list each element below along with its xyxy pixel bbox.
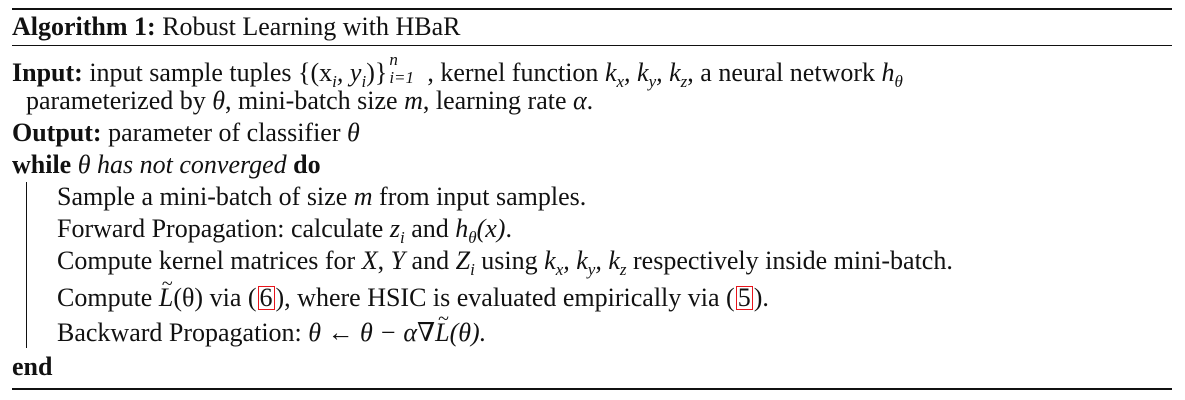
while-line: while θ has not converged do xyxy=(12,150,321,180)
network-text: , a neural network xyxy=(687,58,875,87)
input-line-2: parameterized by θ, mini-batch size m, l… xyxy=(26,86,594,115)
lr-text: , learning rate xyxy=(422,86,567,115)
l-tilde-2: L xyxy=(435,304,449,348)
loop-body-bar xyxy=(26,182,27,348)
algorithm-label: Algorithm 1: xyxy=(12,12,156,41)
caption-rule xyxy=(12,45,1172,47)
equation-ref-5[interactable]: 5 xyxy=(735,283,753,312)
step-3: Compute kernel matrices for X, Y and Zi … xyxy=(57,246,953,279)
step-4: Compute L(θ) via (6), where HSIC is eval… xyxy=(57,269,769,313)
end-keyword: end xyxy=(12,352,53,381)
network-expr: hθ xyxy=(881,58,903,91)
l-tilde: L xyxy=(159,269,173,313)
condition-theta: θ xyxy=(77,150,91,179)
while-keyword: while xyxy=(12,150,72,179)
output-theta: θ xyxy=(347,118,360,147)
step-1: Sample a mini-batch of size m from input… xyxy=(57,182,587,211)
batch-text: , mini-batch size xyxy=(225,86,398,115)
bottom-rule xyxy=(12,388,1172,390)
kernels-expr: kx, ky, kz xyxy=(604,58,688,91)
algorithm-title: Robust Learning with HBaR xyxy=(162,12,461,41)
output-line: Output: parameter of classifier θ xyxy=(12,118,360,148)
input-text: input sample tuples xyxy=(89,58,292,87)
step-2: Forward Propagation: calculate zi and hθ… xyxy=(57,214,512,247)
theta-symbol: θ xyxy=(212,86,226,115)
input-tuples-expr: {(xi, yi)} n i=1 xyxy=(298,50,415,91)
kernel-text: , kernel function xyxy=(427,58,599,87)
equation-ref-6[interactable]: 6 xyxy=(257,283,275,312)
param-text: parameterized by xyxy=(26,86,206,115)
loop-condition: has not converged xyxy=(97,150,287,179)
output-text: parameter of classifier xyxy=(108,118,341,147)
m-symbol: m xyxy=(404,86,423,115)
input-line-1: Input: input sample tuples {(xi, yi)} n i=… xyxy=(12,50,903,97)
output-label: Output: xyxy=(12,118,102,147)
input-label: Input: xyxy=(12,58,83,87)
alpha-symbol: α xyxy=(573,86,587,115)
algorithm-caption: Algorithm 1: Robust Learning with HBaR xyxy=(12,12,460,42)
step-5: Backward Propagation: θ ← θ − α∇L(θ). xyxy=(57,304,486,348)
top-rule xyxy=(12,8,1172,10)
end-line: end xyxy=(12,352,52,382)
do-keyword: do xyxy=(293,150,321,179)
